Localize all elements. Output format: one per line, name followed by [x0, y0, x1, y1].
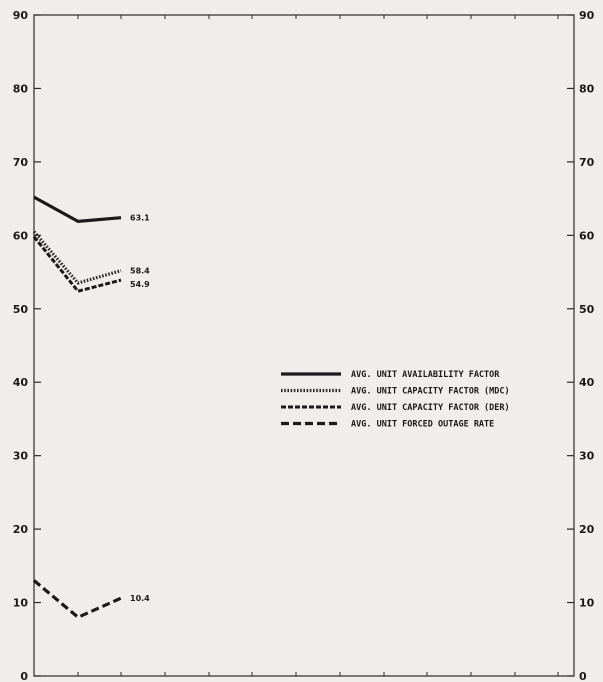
top-axis-ticks: [77, 15, 559, 676]
series-group: [32, 195, 122, 619]
right-tick-label-80: 80: [579, 82, 595, 95]
series-line-0: [33, 195, 122, 223]
right-tick-label-10: 10: [579, 597, 595, 610]
right-tick-label-90: 90: [579, 9, 595, 22]
legend-label-2: AVG. UNIT CAPACITY FACTOR (DER): [351, 403, 510, 413]
end-label-2: 54.9: [130, 280, 150, 289]
right-tick-label-40: 40: [579, 376, 595, 389]
left-tick-label-70: 70: [13, 156, 29, 169]
right-tick-label-70: 70: [579, 156, 595, 169]
series-line-2: [32, 235, 122, 293]
left-tick-label-0: 0: [20, 670, 28, 682]
series-line-3: [32, 579, 122, 619]
right-axis: 0 10 20 30 40 50 60 70 80 90: [567, 9, 595, 682]
end-label-0: 63.1: [130, 214, 150, 223]
right-tick-label-30: 30: [579, 450, 595, 463]
right-tick-label-20: 20: [579, 523, 595, 536]
right-tick-label-60: 60: [579, 229, 595, 242]
right-tick-label-50: 50: [579, 303, 595, 316]
plot-frame: [33, 14, 575, 677]
left-tick-label-60: 60: [13, 229, 29, 242]
right-tick-label-0: 0: [579, 670, 587, 682]
left-tick-label-20: 20: [13, 523, 29, 536]
end-labels: 63.1 58.4 54.9 10.4: [130, 214, 150, 603]
left-tick-label-80: 80: [13, 82, 29, 95]
end-label-1: 58.4: [130, 267, 150, 276]
legend-label-3: AVG. UNIT FORCED OUTAGE RATE: [351, 420, 494, 430]
left-tick-label-50: 50: [13, 303, 29, 316]
left-axis: 0 10 20 30 40 50 60 70 80 90: [13, 9, 41, 682]
left-tick-label-90: 90: [13, 9, 29, 22]
legend-label-1: AVG. UNIT CAPACITY FACTOR (MDC): [351, 387, 510, 397]
left-tick-label-30: 30: [13, 450, 29, 463]
left-tick-label-10: 10: [13, 597, 29, 610]
legend-label-0: AVG. UNIT AVAILABILITY FACTOR: [351, 370, 500, 380]
left-tick-label-40: 40: [13, 376, 29, 389]
end-label-3: 10.4: [130, 594, 150, 603]
legend: AVG. UNIT AVAILABILITY FACTOR AVG. UNIT C…: [281, 370, 510, 430]
series-line-1: [32, 230, 122, 285]
